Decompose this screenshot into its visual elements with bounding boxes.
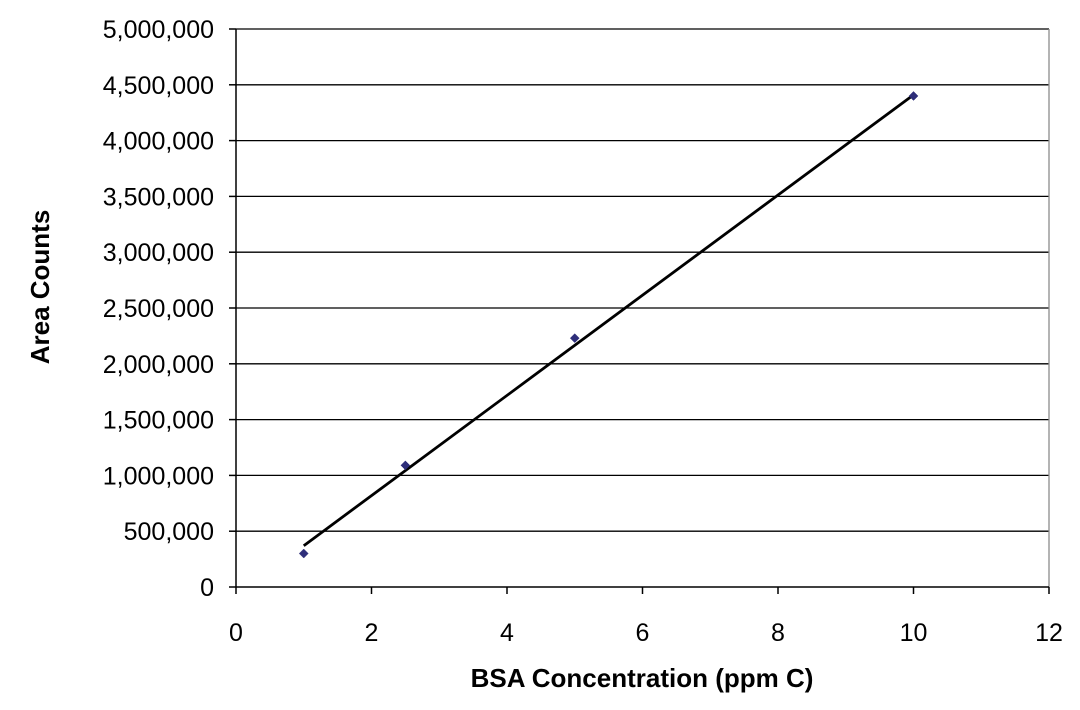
data-point: [400, 460, 411, 471]
y-tick-label: 500,000: [124, 518, 214, 546]
y-tick-labels: 0 500,000 1,000,000 1,500,000 2,000,000 2,500…: [103, 16, 214, 602]
grid-lines: [236, 28, 1049, 532]
trendline: [302, 93, 915, 547]
data-point: [569, 333, 580, 343]
x-tick-label: 10: [900, 619, 928, 647]
y-tick-label: 2,000,000: [103, 351, 214, 379]
y-tick-label: 0: [200, 574, 214, 602]
data-point: [908, 91, 919, 101]
x-tick-label: 8: [771, 619, 785, 647]
y-axis-title: Area Counts: [25, 210, 55, 365]
y-tick-label: 1,500,000: [103, 407, 214, 435]
data-point: [298, 548, 309, 559]
x-tick-label: 12: [1035, 619, 1063, 647]
trendline-layer: [302, 93, 915, 547]
x-tick-label: 0: [229, 619, 243, 647]
points-layer: [298, 91, 919, 559]
x-tick-label: 4: [500, 619, 514, 647]
axes: [229, 28, 1050, 594]
x-tick-labels: 0 2 4 6 8 10 12: [229, 619, 1063, 647]
y-tick-label: 4,000,000: [103, 128, 214, 156]
y-tick-label: 4,500,000: [103, 72, 214, 100]
y-tick-label: 5,000,000: [103, 16, 214, 44]
x-axis-title: BSA Concentration (ppm C): [471, 663, 814, 693]
y-tick-label: 2,500,000: [103, 295, 214, 323]
y-tick-label: 3,000,000: [103, 239, 214, 267]
y-tick-label: 3,500,000: [103, 183, 214, 211]
y-tick-label: 1,000,000: [103, 462, 214, 490]
x-tick-label: 2: [365, 619, 379, 647]
x-tick-label: 6: [636, 619, 650, 647]
